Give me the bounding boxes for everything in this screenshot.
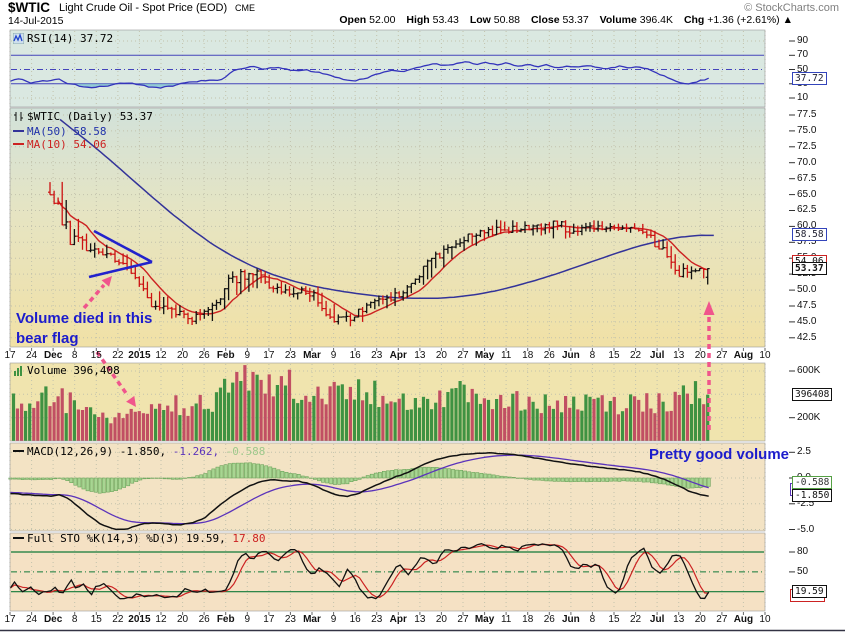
ma10-line-swatch-icon — [13, 143, 24, 145]
close-value: 53.37 — [562, 14, 589, 26]
price-legend-symbol: $WTIC (Daily) 53.37 — [13, 110, 153, 125]
up-arrow-icon: ▲ — [782, 14, 793, 26]
high-label: High — [406, 14, 430, 26]
sto-legend-name: Full STO %K(14,3) %D(3) — [27, 532, 180, 545]
bear-flag-note-line1: Volume died in this — [16, 310, 153, 327]
low-value: 50.88 — [493, 14, 521, 26]
rsi-legend-text: RSI(14) 37.72 — [27, 32, 114, 45]
ma10-legend-text: MA(10) 54.06 — [27, 138, 107, 151]
chg-label: Chg — [683, 14, 705, 26]
rsi-indicator-icon — [12, 32, 25, 47]
volume-bars-icon — [13, 365, 24, 379]
quote-line: Open 52.00 High 53.43 Low 50.88 Close 53… — [331, 14, 793, 26]
sto-legend: Full STO %K(14,3) %D(3) 19.59, 17.80 — [13, 532, 265, 545]
symbol: $WTIC — [8, 0, 50, 15]
candlestick-icon — [13, 111, 24, 125]
macd-legend: MACD(12,26,9) -1.850, -1.262, -0.588 — [13, 445, 265, 458]
volume-callout: 396408 — [792, 388, 833, 401]
volume-note: Pretty good volume — [649, 446, 790, 463]
volume-label: Volume — [599, 14, 637, 26]
high-value: 53.43 — [432, 14, 459, 26]
open-label: Open — [339, 14, 367, 26]
sto-line-swatch-icon — [13, 537, 24, 539]
macd-line-swatch-icon — [13, 450, 24, 452]
chart-date: 14-Jul-2015 — [8, 15, 64, 27]
chg-value: +1.36 (+2.61%) — [707, 14, 780, 26]
macd-hist-value: -0.588 — [225, 445, 266, 458]
ma50-legend-text: MA(50) 58.58 — [27, 125, 107, 138]
ma50-line-swatch-icon — [13, 130, 24, 132]
macd-signal-value: -1.262, — [172, 445, 220, 458]
page-title: Light Crude Oil - Spot Price (EOD) — [59, 2, 228, 14]
source-credit: © StockCharts.com — [744, 2, 839, 14]
chart-header: $WTIC Light Crude Oil - Spot Price (EOD)… — [0, 0, 845, 29]
sto-k-callout: 19.59 — [792, 585, 827, 598]
rsi-callout: 37.72 — [792, 72, 827, 85]
sto-k-value: 19.59, — [185, 532, 226, 545]
macd-legend-name: MACD(12,26,9) — [27, 445, 114, 458]
close-label: Close — [530, 14, 560, 26]
volume-legend-text: Volume 396,408 — [27, 364, 120, 377]
ma50-legend: MA(50) 58.58 — [13, 125, 153, 138]
volume-value: 396.4K — [639, 14, 674, 26]
bear-flag-note-line2: bear flag — [16, 330, 79, 347]
price-legend: $WTIC (Daily) 53.37 MA(50) 58.58 MA(10) … — [13, 110, 153, 151]
close-price-callout: 53.37 — [792, 262, 827, 275]
ma50-callout: 58.58 — [792, 228, 827, 241]
exchange-label: CME — [235, 3, 255, 13]
macd-hist-callout: -0.588 — [792, 476, 833, 489]
sto-d-value: 17.80 — [232, 532, 266, 545]
rsi-legend: RSI(14) 37.72 — [12, 32, 114, 47]
open-value: 52.00 — [369, 14, 396, 26]
macd-callout: -1.850 — [792, 489, 833, 502]
ma10-legend: MA(10) 54.06 — [13, 138, 153, 151]
low-label: Low — [469, 14, 491, 26]
price-legend-text: $WTIC (Daily) 53.37 — [27, 110, 153, 123]
volume-legend: Volume 396,408 — [13, 364, 120, 379]
macd-value: -1.850, — [119, 445, 167, 458]
